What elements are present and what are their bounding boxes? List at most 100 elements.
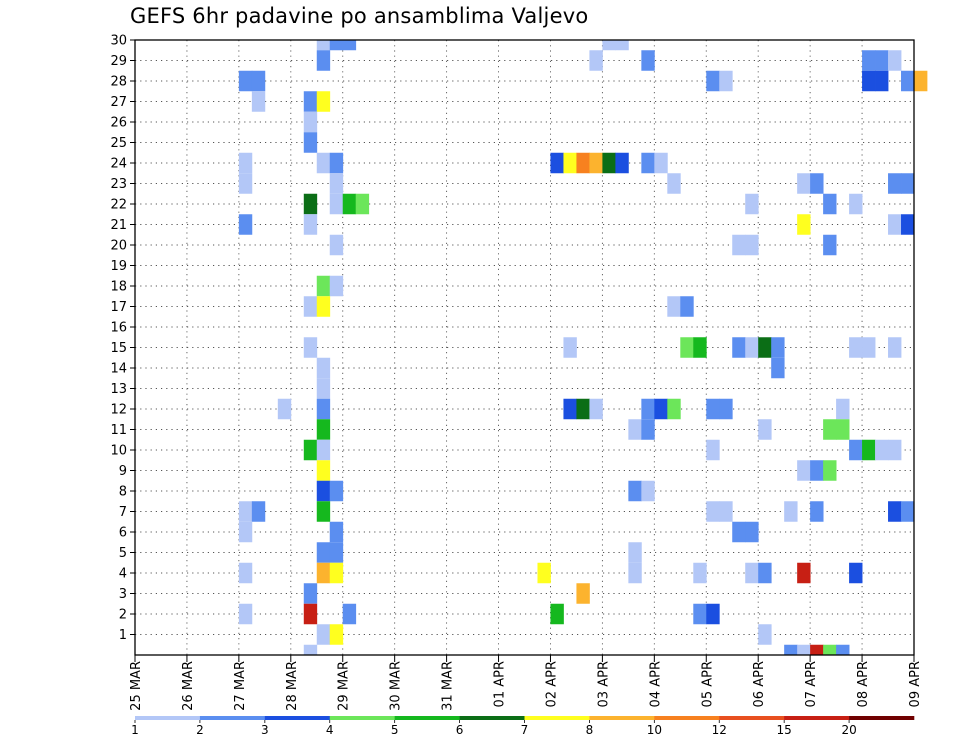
heatmap-cell <box>641 152 655 174</box>
heatmap-cell <box>342 193 357 215</box>
heatmap-cell <box>316 398 331 420</box>
y-tick-label: 29 <box>110 54 127 69</box>
heatmap-cell <box>706 398 720 420</box>
y-tick-label: 7 <box>119 505 127 520</box>
heatmap-cell <box>680 296 694 317</box>
heatmap-cell <box>758 624 772 645</box>
heatmap-cell <box>745 193 759 215</box>
heatmap-cell <box>862 50 876 71</box>
x-tick-label: 29 MAR <box>337 661 352 711</box>
y-tick-label: 5 <box>119 546 127 561</box>
heatmap-cell <box>303 296 318 317</box>
heatmap-cell <box>329 152 344 174</box>
x-tick-label: 28 MAR <box>285 661 300 711</box>
heatmap-cell <box>329 480 344 502</box>
heatmap-cell <box>888 439 902 461</box>
heatmap-cell <box>342 40 357 51</box>
heatmap-cell <box>316 50 331 71</box>
heatmap-cell <box>303 439 318 461</box>
y-tick-label: 27 <box>110 95 127 110</box>
y-tick-label: 9 <box>119 464 127 479</box>
heatmap-cell <box>303 91 318 112</box>
colorbar-label: 15 <box>777 723 792 737</box>
heatmap-cell <box>745 234 759 256</box>
heatmap-cell <box>901 501 915 522</box>
y-tick-label: 14 <box>110 362 127 377</box>
heatmap-cell <box>758 562 772 584</box>
heatmap-cell <box>654 398 668 420</box>
y-tick-label: 25 <box>110 136 127 151</box>
heatmap-cell <box>810 173 824 194</box>
y-tick-label: 20 <box>110 239 127 254</box>
heatmap-cell <box>836 398 850 420</box>
colorbar-segment <box>199 716 266 720</box>
heatmap-cell <box>771 337 785 358</box>
heatmap-cell <box>654 152 668 174</box>
heatmap-cell <box>641 480 655 502</box>
heatmap-cell <box>875 70 889 92</box>
y-tick-label: 3 <box>119 587 127 602</box>
heatmap-cell <box>316 419 331 440</box>
y-tick-label: 6 <box>119 526 127 541</box>
heatmap-cell <box>550 152 564 174</box>
y-tick-label: 22 <box>110 198 127 213</box>
y-tick-label: 26 <box>110 116 127 131</box>
heatmap-cell <box>329 275 344 297</box>
heatmap-cell <box>719 70 733 92</box>
heatmap-cell <box>615 152 629 174</box>
cells-layer <box>238 40 928 655</box>
heatmap-cell <box>849 337 863 358</box>
axis-layer: 1234567891011121314151617181920212223242… <box>110 34 923 711</box>
y-tick-label: 11 <box>110 423 127 438</box>
heatmap-cell <box>823 193 837 215</box>
heatmap-cell <box>316 460 331 481</box>
colorbar-label: 12 <box>712 723 727 737</box>
x-tick-label: 27 MAR <box>233 661 248 711</box>
heatmap-cell <box>706 603 720 625</box>
x-tick-label: 06 APR <box>752 661 767 707</box>
heatmap-cell <box>693 562 707 584</box>
y-tick-label: 28 <box>110 75 127 90</box>
heatmap-cell <box>875 50 889 71</box>
x-tick-label: 30 MAR <box>389 661 404 711</box>
y-tick-label: 8 <box>119 485 127 500</box>
heatmap-cell <box>316 501 331 522</box>
heatmap-cell <box>901 214 915 235</box>
y-tick-label: 1 <box>119 628 127 643</box>
heatmap-cell <box>667 173 681 194</box>
heatmap-cell <box>355 193 370 215</box>
y-tick-label: 19 <box>110 259 127 274</box>
heatmap-cell <box>238 521 253 543</box>
heatmap-cell <box>238 214 253 235</box>
heatmap-cell <box>758 337 772 358</box>
x-tick-label: 09 APR <box>908 661 923 707</box>
heatmap-cell <box>537 562 551 584</box>
heatmap-cell <box>615 40 629 51</box>
heatmap-cell <box>303 644 318 655</box>
heatmap-cell <box>316 439 331 461</box>
heatmap-cell <box>576 398 590 420</box>
heatmap-cell <box>745 337 759 358</box>
x-tick-label: 01 APR <box>493 661 508 707</box>
colorbar-label: 10 <box>647 723 662 737</box>
colorbar-label: 2 <box>196 723 204 737</box>
heatmap-cell <box>862 70 876 92</box>
heatmap-cell <box>628 542 642 563</box>
heatmap-cell <box>901 173 915 194</box>
heatmap-cell <box>628 419 642 440</box>
x-tick-label: 07 APR <box>804 661 819 707</box>
heatmap-cell <box>797 460 811 481</box>
heatmap-cell <box>732 234 746 256</box>
heatmap-cell <box>563 152 577 174</box>
heatmap-cell <box>706 439 720 461</box>
heatmap-cell <box>563 337 577 358</box>
heatmap-cell <box>693 337 707 358</box>
colorbar-segment <box>135 716 201 720</box>
heatmap-cell <box>238 152 253 174</box>
heatmap-cell <box>589 152 603 174</box>
heatmap-cell <box>316 357 331 379</box>
heatmap-cell <box>316 152 331 174</box>
heatmap-cell <box>706 501 720 522</box>
colorbar-segment <box>589 716 655 720</box>
